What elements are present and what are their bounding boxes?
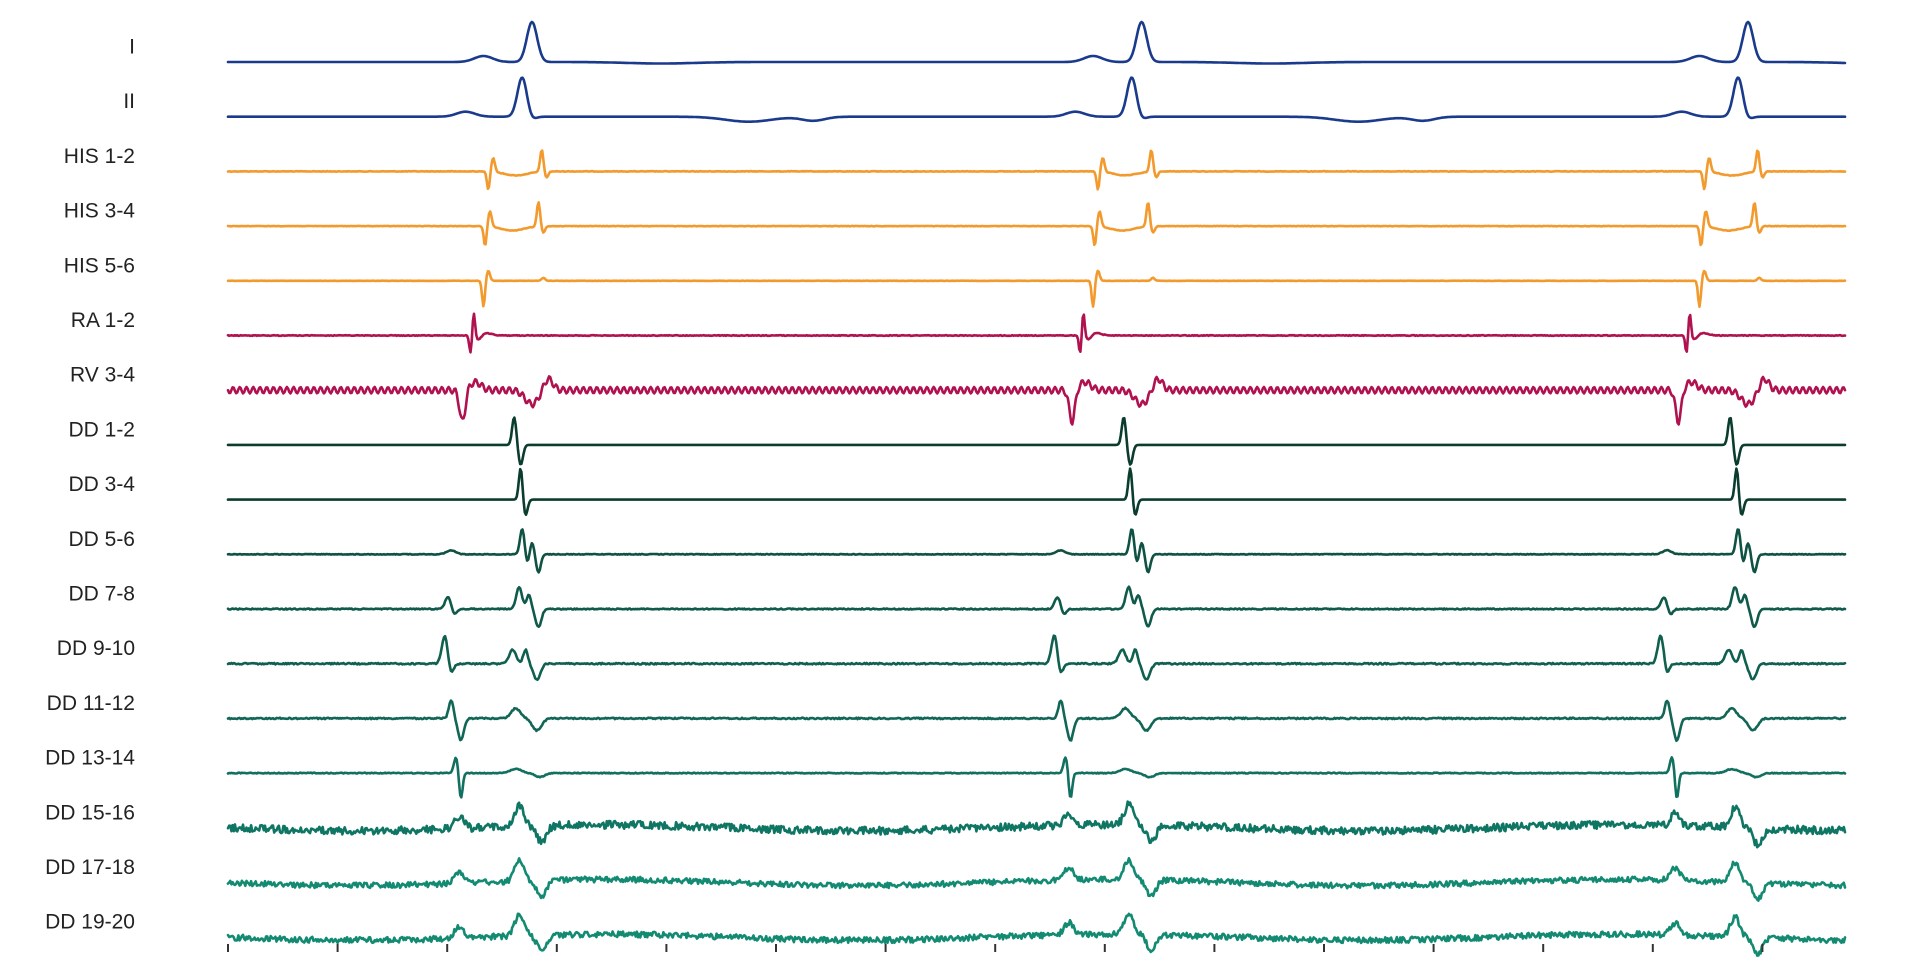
- x-axis-ticks: [227, 944, 1764, 952]
- trace-dd-11-12: [226, 699, 1847, 743]
- trace-dd-15-16: [226, 800, 1847, 849]
- trace-dd-9-10: [226, 634, 1847, 681]
- trace-dd-3-4: [226, 467, 1847, 516]
- trace-dd-5-6: [226, 528, 1847, 574]
- lead-traces: [226, 20, 1847, 957]
- lead-label-dd-13-14: DD 13-14: [45, 747, 135, 770]
- lead-label-dd-5-6: DD 5-6: [68, 528, 135, 551]
- trace-his-1-2: [226, 149, 1847, 191]
- trace-dd-1-2: [226, 416, 1847, 466]
- trace-ra-1-2: [226, 312, 1847, 354]
- trace-dd-17-18: [226, 857, 1847, 902]
- lead-label-dd-9-10: DD 9-10: [57, 637, 135, 660]
- lead-label-dd-15-16: DD 15-16: [45, 801, 135, 824]
- lead-label-ra-1-2: RA 1-2: [71, 309, 135, 332]
- lead-label-dd-19-20: DD 19-20: [45, 911, 135, 934]
- trace-his-5-6: [226, 269, 1847, 308]
- lead-label-dd-11-12: DD 11-12: [47, 692, 135, 715]
- trace-dd-19-20: [226, 912, 1847, 957]
- lead-label-dd-17-18: DD 17-18: [45, 856, 135, 879]
- trace-rv-3-4: [226, 375, 1847, 426]
- trace-ii: [226, 76, 1847, 123]
- lead-label-dd-1-2: DD 1-2: [68, 418, 135, 441]
- lead-label-dd-7-8: DD 7-8: [68, 583, 135, 606]
- trace-his-3-4: [226, 201, 1847, 247]
- lead-label-his-5-6: HIS 5-6: [64, 254, 135, 277]
- lead-label-his-3-4: HIS 3-4: [64, 200, 136, 223]
- trace-i: [226, 20, 1847, 65]
- lead-label-i: I: [129, 36, 135, 59]
- trace-dd-13-14: [226, 756, 1847, 799]
- lead-label-his-1-2: HIS 1-2: [64, 145, 135, 168]
- lead-label-ii: II: [123, 90, 135, 113]
- lead-label-rv-3-4: RV 3-4: [70, 364, 135, 387]
- lead-label-dd-3-4: DD 3-4: [68, 473, 135, 496]
- trace-dd-7-8: [226, 585, 1847, 629]
